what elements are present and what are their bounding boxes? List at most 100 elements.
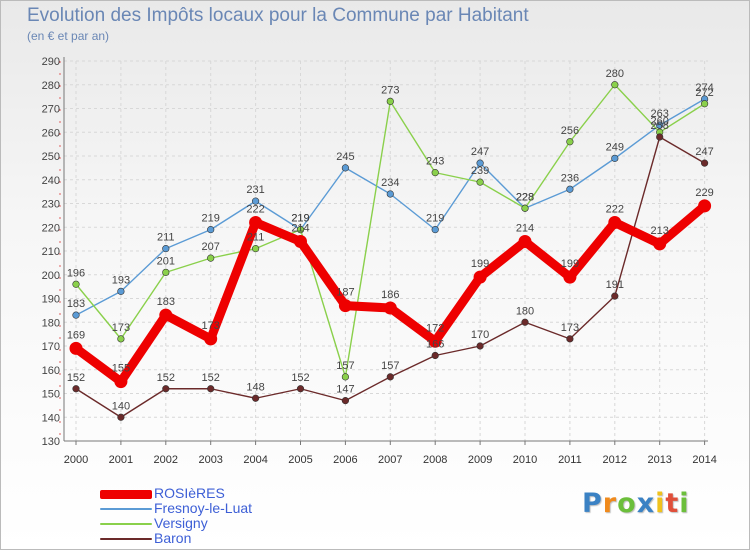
data-point <box>521 204 529 212</box>
data-point <box>476 159 484 167</box>
data-point <box>296 226 305 234</box>
data-label: 152 <box>67 372 85 384</box>
data-point <box>386 190 394 198</box>
data-label: 170 <box>471 329 489 341</box>
data-point <box>69 341 83 355</box>
data-label: 180 <box>516 305 534 317</box>
data-point <box>72 280 80 288</box>
data-point <box>656 133 664 141</box>
data-point <box>473 270 487 284</box>
data-label: 207 <box>202 241 220 253</box>
data-label: 219 <box>291 213 309 225</box>
chart-subtitle: (en € et par an) <box>27 29 110 43</box>
data-point <box>204 332 218 346</box>
y-tick-label: 200 <box>42 270 60 282</box>
data-point <box>114 375 128 389</box>
data-label: 273 <box>381 84 399 96</box>
data-label: 211 <box>247 232 265 244</box>
x-tick-label: 2006 <box>333 454 357 466</box>
data-point <box>383 301 397 315</box>
data-point <box>117 287 125 295</box>
data-point <box>117 413 125 421</box>
data-point <box>386 373 394 381</box>
x-tick-label: 2011 <box>558 454 582 466</box>
data-point <box>476 178 484 186</box>
data-label: 247 <box>471 146 489 158</box>
data-point <box>698 199 712 213</box>
y-tick-label: 150 <box>42 389 60 401</box>
data-label: 214 <box>291 223 309 235</box>
data-point <box>207 385 215 393</box>
legend-swatch <box>100 523 152 525</box>
data-label: 173 <box>561 322 579 334</box>
x-tick-label: 2013 <box>647 454 671 466</box>
data-label: 263 <box>651 108 669 120</box>
data-point <box>72 385 80 393</box>
y-tick-label: 210 <box>42 246 60 258</box>
data-point <box>207 254 215 262</box>
data-label: 173 <box>112 322 130 334</box>
data-label: 166 <box>426 339 444 351</box>
logo-letter: x <box>636 488 656 519</box>
data-point <box>341 164 350 172</box>
x-tick-label: 2002 <box>154 454 178 466</box>
legend-swatch <box>100 538 152 540</box>
data-label: 214 <box>516 223 534 235</box>
data-label: 183 <box>157 296 175 308</box>
x-tick-label: 2004 <box>243 454 267 466</box>
data-label: 191 <box>606 279 624 291</box>
data-label: 157 <box>381 360 399 372</box>
data-label: 222 <box>606 204 624 216</box>
data-point <box>252 197 260 205</box>
data-label: 243 <box>426 156 444 168</box>
data-label: 199 <box>561 258 579 270</box>
data-point <box>566 335 574 343</box>
data-point <box>700 100 709 108</box>
x-tick-label: 2012 <box>603 454 627 466</box>
y-tick-label: 290 <box>42 56 60 68</box>
data-label: 280 <box>606 68 624 80</box>
data-label: 201 <box>157 255 175 267</box>
data-label: 173 <box>202 320 220 332</box>
legend-swatch <box>100 508 152 510</box>
data-point <box>428 334 442 348</box>
chart-title: Evolution des Impôts locaux pour la Comm… <box>27 5 529 26</box>
legend-label: Versigny <box>154 515 208 531</box>
data-point <box>563 270 577 284</box>
y-tick-label: 190 <box>42 294 60 306</box>
data-point <box>386 97 394 105</box>
data-label: 228 <box>516 191 534 203</box>
data-point <box>249 216 263 229</box>
data-label: 228 <box>516 191 534 203</box>
y-tick-label: 220 <box>42 222 60 234</box>
data-point <box>611 292 619 300</box>
legend-label: Fresnoy-le-Luat <box>154 500 253 516</box>
y-tick-label: 260 <box>42 127 60 139</box>
data-label: 229 <box>695 187 713 199</box>
data-label: 249 <box>606 141 624 153</box>
data-point <box>476 342 484 350</box>
x-tick-label: 2010 <box>513 454 537 466</box>
data-point <box>656 121 664 129</box>
data-label: 247 <box>695 146 713 158</box>
data-label: 231 <box>246 184 264 196</box>
logo-letter: i <box>655 488 666 519</box>
data-label: 196 <box>67 267 85 279</box>
y-tick-label: 240 <box>42 175 60 187</box>
x-tick-label: 2000 <box>64 454 88 466</box>
data-label: 239 <box>471 165 489 177</box>
data-point <box>252 394 260 402</box>
data-point <box>162 245 170 253</box>
data-label: 245 <box>336 151 354 163</box>
data-point <box>566 185 574 193</box>
data-point <box>431 169 439 177</box>
y-tick-label: 160 <box>42 365 60 377</box>
data-point <box>611 154 619 162</box>
data-label: 157 <box>336 360 354 372</box>
data-point <box>431 226 439 234</box>
data-label: 169 <box>67 329 85 341</box>
data-label: 219 <box>291 213 309 225</box>
data-label: 236 <box>561 172 579 184</box>
y-tick-label: 130 <box>42 436 60 448</box>
legend-label: Baron <box>154 530 192 546</box>
